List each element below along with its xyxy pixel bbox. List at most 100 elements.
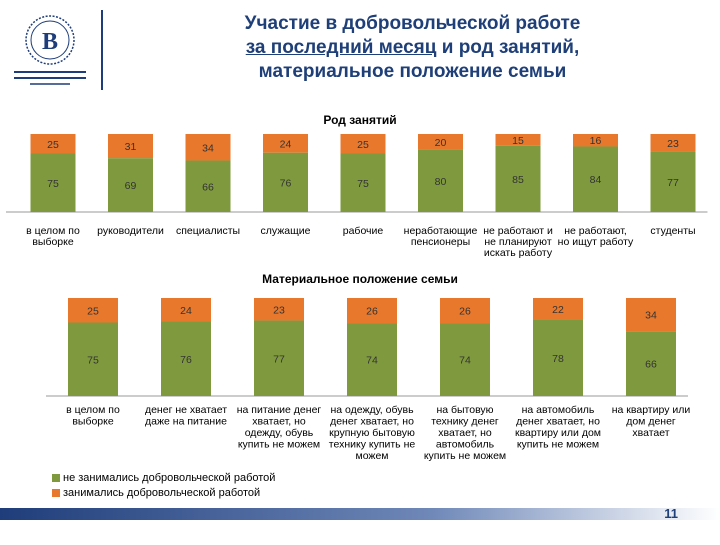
- data-label-volunteered: 23: [273, 304, 285, 316]
- data-label-volunteered: 31: [125, 141, 137, 153]
- bar-volunteered: [161, 298, 211, 322]
- category-label-line: купить не можем: [517, 439, 599, 451]
- bar-not-volunteered: [626, 331, 676, 396]
- category-label-line: студенты: [650, 225, 695, 237]
- category-label-line: выборке: [32, 236, 74, 248]
- data-label-volunteered: 34: [645, 310, 657, 322]
- page-number: 11: [664, 506, 678, 521]
- data-label-not-volunteered: 75: [47, 178, 59, 190]
- bar-volunteered: [108, 134, 153, 159]
- category-label-line: не работают,: [564, 225, 627, 237]
- bar-volunteered: [440, 298, 490, 324]
- data-label-volunteered: 26: [459, 306, 471, 318]
- title-underlined-part: за последний месяц: [245, 37, 437, 58]
- data-label-not-volunteered: 77: [273, 353, 285, 365]
- category-label: неработающие пенсионеры: [404, 225, 478, 248]
- data-label-volunteered: 22: [552, 304, 564, 316]
- category-label-line: купить не можем: [238, 439, 320, 451]
- category-label-line: купить не можем: [424, 450, 506, 462]
- bar-not-volunteered: [108, 158, 153, 212]
- legend-item-volunteered: занимались добровольческой работой: [52, 485, 275, 500]
- category-label-line: технику купить не: [329, 439, 416, 451]
- legend-item-not-volunteered: не занимались добровольческой работой: [52, 470, 275, 485]
- data-label-volunteered: 25: [357, 139, 369, 151]
- header-divider: [101, 10, 103, 90]
- category-label-line: крупную бытовую: [329, 427, 415, 439]
- category-label-line: можем: [355, 450, 388, 462]
- bar-volunteered: [340, 134, 386, 154]
- bar-not-volunteered: [440, 323, 490, 396]
- bar-volunteered: [418, 134, 463, 150]
- bar-not-volunteered: [495, 145, 541, 212]
- category-label: на автомобиль денег хватает, но квартиру и…: [515, 404, 601, 451]
- category-label: рабочие: [343, 225, 384, 237]
- data-label-volunteered: 25: [87, 305, 99, 317]
- data-label-not-volunteered: 66: [645, 359, 657, 371]
- category-label-line: на бытовую: [436, 404, 493, 416]
- data-label-not-volunteered: 75: [87, 354, 99, 366]
- category-label: денег не хватает даже на питание: [145, 404, 227, 428]
- category-label-line: хватает, но: [438, 427, 492, 439]
- legend-swatch-orange: [52, 488, 60, 497]
- category-label-line: денег не хватает: [145, 404, 227, 416]
- data-label-volunteered: 23: [667, 138, 679, 150]
- slide-header: В Участие в добровольческой работе за по…: [0, 0, 720, 100]
- slide-title: Участие в добровольческой работе за посл…: [140, 12, 685, 84]
- category-label: не работают, но ищут работу: [558, 225, 634, 248]
- data-label-not-volunteered: 85: [512, 174, 524, 186]
- data-label-volunteered: 26: [366, 306, 378, 318]
- data-label-not-volunteered: 84: [590, 174, 602, 186]
- data-label-not-volunteered: 78: [552, 353, 564, 365]
- category-label-line: хватает: [632, 427, 669, 439]
- title-line-1: Участие в добровольческой работе: [244, 13, 581, 34]
- category-label-line: неработающие: [404, 225, 478, 237]
- category-label-line: рабочие: [343, 225, 384, 237]
- footer-band: [0, 508, 720, 520]
- category-label-line: дом денег: [626, 416, 676, 428]
- category-label-line: автомобиль: [436, 439, 495, 451]
- category-label-line: одежду, обувь: [245, 427, 314, 439]
- bar-not-volunteered: [347, 323, 397, 396]
- legend-label-volunteered: занимались добровольческой работой: [63, 486, 261, 499]
- data-label-volunteered: 25: [47, 139, 59, 151]
- data-label-volunteered: 16: [590, 135, 602, 147]
- bar-not-volunteered: [533, 319, 583, 396]
- legend-swatch-green: [52, 473, 60, 482]
- data-label-not-volunteered: 80: [435, 176, 447, 188]
- bar-volunteered: [347, 298, 397, 324]
- category-label-line: денег хватает, но: [516, 416, 600, 428]
- data-label-volunteered: 24: [280, 138, 292, 150]
- category-label-line: руководители: [97, 225, 164, 237]
- category-label-line: на одежду, обувь: [330, 404, 414, 416]
- category-label-line: на автомобиль: [522, 404, 595, 416]
- title-line-3: материальное положение семьи: [258, 61, 567, 82]
- category-label-line: не планируют: [484, 236, 551, 248]
- category-label-line: в целом по: [26, 225, 80, 237]
- category-label-line: квартиру или дом: [515, 427, 601, 439]
- bar-not-volunteered: [650, 151, 696, 212]
- category-label-line: пенсионеры: [411, 236, 470, 248]
- bar-volunteered: [533, 298, 583, 320]
- data-label-not-volunteered: 74: [459, 355, 471, 367]
- category-label-line: специалисты: [176, 225, 240, 237]
- data-label-not-volunteered: 69: [125, 180, 137, 192]
- category-label-line: на питание денег: [237, 404, 322, 416]
- bar-not-volunteered: [573, 146, 618, 212]
- data-label-not-volunteered: 74: [366, 355, 378, 367]
- category-label-line: на квартиру или: [612, 404, 691, 416]
- title-rest-part: и род занятий,: [436, 37, 580, 58]
- category-label-line: хватает, но: [252, 416, 306, 428]
- category-label-line: выборке: [72, 416, 114, 428]
- bar-volunteered: [650, 134, 696, 152]
- category-label-line: технику денег: [431, 416, 499, 428]
- data-label-not-volunteered: 76: [180, 354, 192, 366]
- bar-volunteered: [30, 134, 76, 154]
- category-label-line: даже на питание: [145, 416, 227, 428]
- bar-volunteered: [495, 134, 541, 146]
- category-label-line: денег хватает, но: [330, 416, 414, 428]
- bar-not-volunteered: [161, 321, 211, 396]
- bar-volunteered: [254, 298, 304, 321]
- bar-volunteered: [68, 298, 118, 323]
